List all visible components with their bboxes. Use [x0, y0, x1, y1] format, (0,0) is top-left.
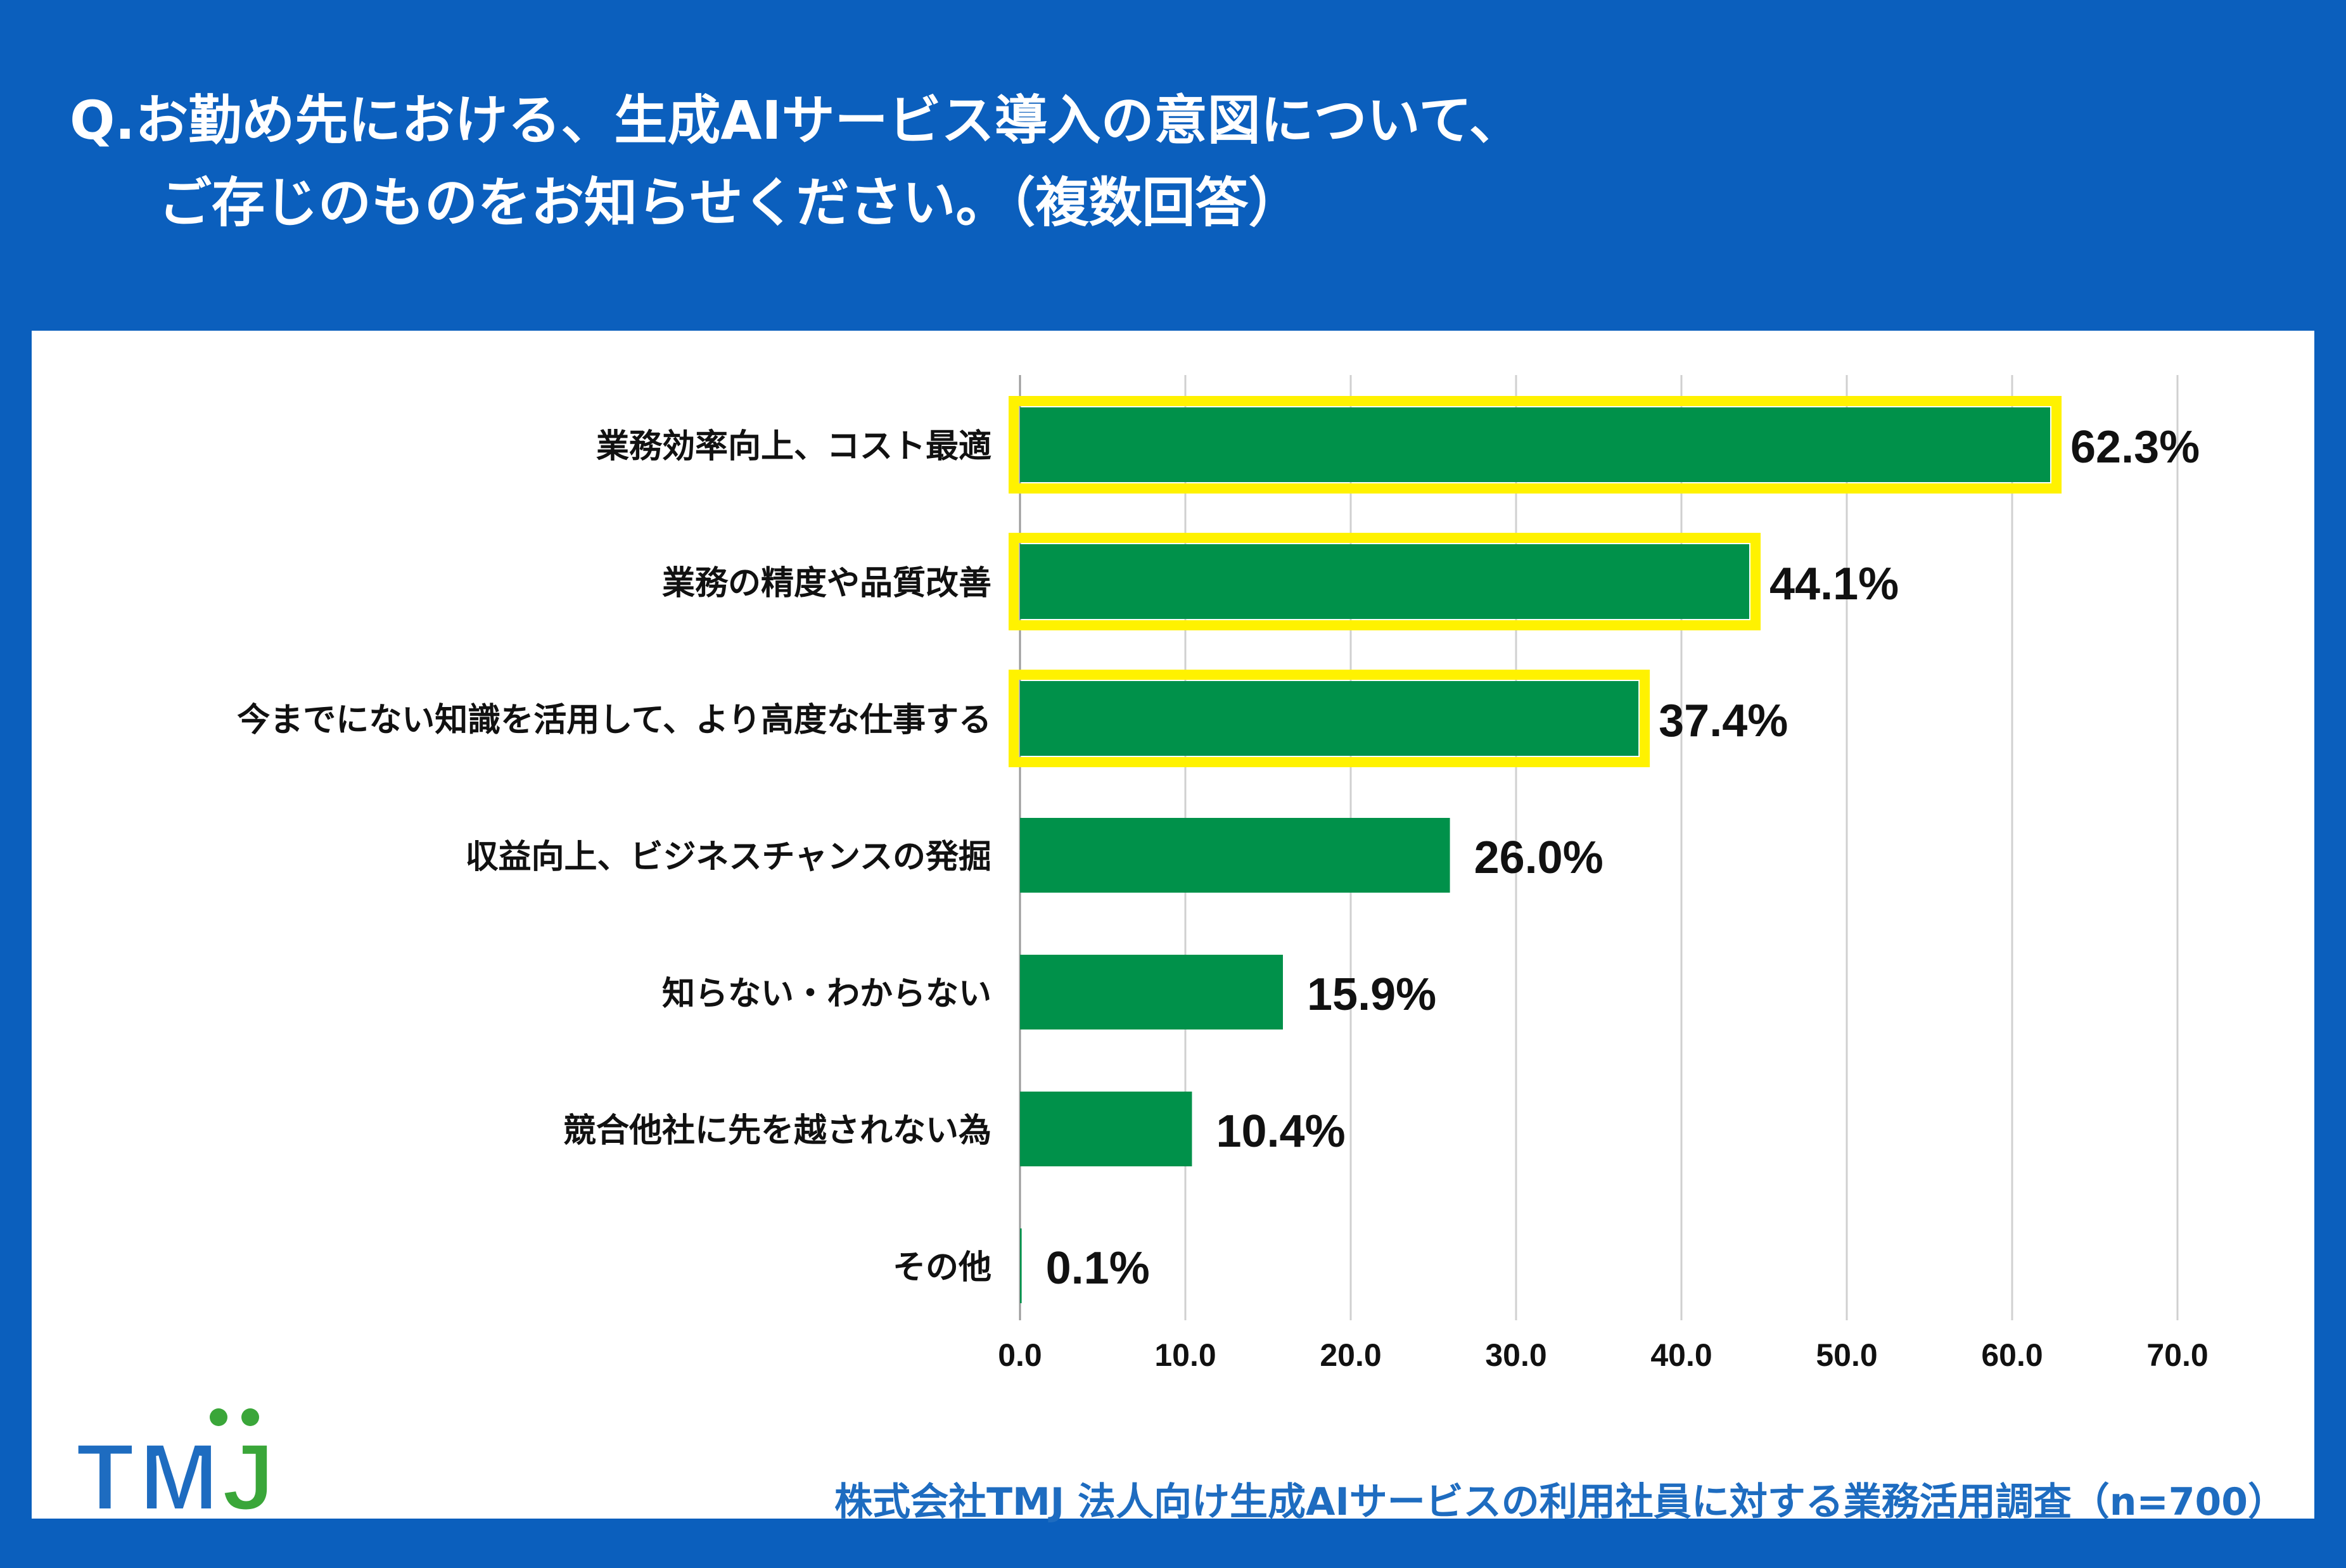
- category-label: その他: [893, 1249, 991, 1287]
- data-label: 0.1%: [1046, 1243, 1150, 1294]
- category-label: 競合他社に先を越されない為: [563, 1112, 991, 1150]
- bar: [1020, 681, 1639, 756]
- source-footer: 株式会社TMJ 法人向け生成AIサービスの利用社員に対する業務活用調査（n=70…: [834, 1480, 2286, 1524]
- data-label: 37.4%: [1659, 696, 1788, 746]
- logo-letter-t: T: [76, 1424, 134, 1517]
- data-label: 62.3%: [2070, 422, 2200, 473]
- category-label: 業務効率向上、コスト最適: [596, 428, 991, 466]
- data-label: 26.0%: [1474, 832, 1603, 883]
- bar: [1020, 544, 1750, 619]
- logo-dot-1: [210, 1408, 227, 1426]
- category-label: 知らない・わからない: [662, 975, 991, 1013]
- highlight-frame: [1009, 670, 1650, 767]
- x-tick-label: 50.0: [1816, 1337, 1877, 1373]
- category-label: 収益向上、ビジネスチャンスの発掘: [466, 838, 991, 876]
- x-tick-label: 10.0: [1154, 1337, 1216, 1373]
- highlight-frame: [1009, 533, 1761, 630]
- bar: [1020, 1092, 1192, 1166]
- question-line-1: Q.お勤め先における、生成AIサービス導入の意図について、: [70, 89, 1522, 151]
- bar: [1020, 818, 1450, 893]
- data-label: 44.1%: [1769, 559, 1899, 609]
- x-tick-label: 40.0: [1650, 1337, 1712, 1373]
- x-tick-label: 70.0: [2146, 1337, 2208, 1373]
- logo-letter-m: M: [139, 1424, 219, 1517]
- bar: [1020, 407, 2051, 482]
- chart-panel: 業務効率向上、コスト最適業務の精度や品質改善今までにない知識を活用して、より高度…: [32, 331, 2314, 1519]
- question-title: Q.お勤め先における、生成AIサービス導入の意図について、 ご存じのものをお知ら…: [70, 79, 1522, 244]
- bar-chart: 業務効率向上、コスト最適業務の精度や品質改善今までにない知識を活用して、より高度…: [237, 375, 2209, 1373]
- x-tick-label: 20.0: [1320, 1337, 1381, 1373]
- logo-letter-j: J: [222, 1424, 274, 1517]
- logo-dot-2: [241, 1408, 259, 1426]
- x-tick-label: 60.0: [1981, 1337, 2043, 1373]
- data-label: 10.4%: [1216, 1106, 1345, 1157]
- bar: [1020, 955, 1283, 1029]
- bar: [1020, 1228, 1022, 1303]
- question-line-2: ご存じのものをお知らせください。（複数回答）: [158, 172, 1302, 234]
- category-label: 今までにない知識を活用して、より高度な仕事する: [237, 701, 991, 739]
- data-label: 15.9%: [1307, 969, 1436, 1020]
- x-tick-label: 0.0: [998, 1337, 1042, 1373]
- tmj-logo: T M J: [76, 1408, 276, 1517]
- highlight-frame: [1009, 396, 2062, 494]
- x-tick-label: 30.0: [1485, 1337, 1546, 1373]
- category-label: 業務の精度や品質改善: [662, 564, 991, 602]
